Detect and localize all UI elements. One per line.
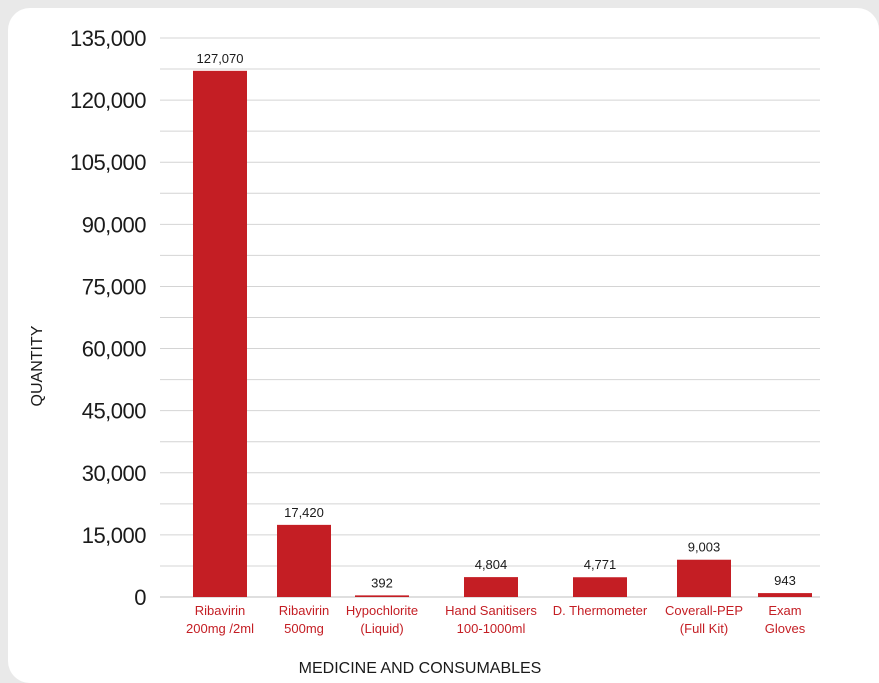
bar xyxy=(193,70,247,598)
grid-lines xyxy=(160,37,820,598)
y-tick-label: 0 xyxy=(134,585,146,610)
bar xyxy=(277,524,331,597)
y-tick-label: 30,000 xyxy=(82,461,147,486)
y-tick-label: 105,000 xyxy=(70,150,146,175)
x-axis-categories: Ribavirin 200mg /2ml Ribavirin 500mg Hypochl… xyxy=(186,603,806,636)
category-label: Exam Gloves xyxy=(765,603,806,636)
category-label: Hand Sanitisers 100-1000ml xyxy=(445,603,537,636)
category-label: Ribavirin 500mg xyxy=(279,603,330,636)
y-tick-label: 90,000 xyxy=(82,212,147,237)
data-label: 127,070 xyxy=(197,51,244,66)
data-labels: 127,070 17,420 392 4,804 4,771 9,003 943 xyxy=(197,51,796,591)
bar xyxy=(464,577,518,597)
chart-card xyxy=(8,8,879,683)
x-axis-title: MEDICINE AND CONSUMABLES xyxy=(299,660,542,677)
data-label: 392 xyxy=(371,575,393,590)
y-tick-label: 15,000 xyxy=(82,523,147,548)
category-label: Ribavirin 200mg /2ml xyxy=(186,603,254,636)
bar xyxy=(758,593,812,597)
y-tick-label: 135,000 xyxy=(70,26,146,51)
y-tick-label: 45,000 xyxy=(82,399,147,424)
category-label: Coverall-PEP (Full Kit) xyxy=(665,603,743,636)
y-tick-label: 60,000 xyxy=(82,337,147,362)
data-label: 4,804 xyxy=(475,557,508,572)
bar xyxy=(355,595,409,597)
y-tick-label: 75,000 xyxy=(82,274,147,299)
data-label: 17,420 xyxy=(284,505,324,520)
bar xyxy=(573,577,627,597)
bars xyxy=(193,70,812,598)
data-label: 9,003 xyxy=(688,540,721,555)
y-axis-title: QUANTITY xyxy=(29,325,46,406)
category-label: Hypochlorite (Liquid) xyxy=(346,603,418,636)
bar xyxy=(677,559,731,597)
y-tick-label: 120,000 xyxy=(70,88,146,113)
y-axis-ticks: 0 15,000 30,000 45,000 60,000 75,000 90,000 105… xyxy=(70,26,147,610)
data-label: 4,771 xyxy=(584,557,617,572)
data-label: 943 xyxy=(774,573,796,588)
category-label: D. Thermometer xyxy=(553,603,648,618)
